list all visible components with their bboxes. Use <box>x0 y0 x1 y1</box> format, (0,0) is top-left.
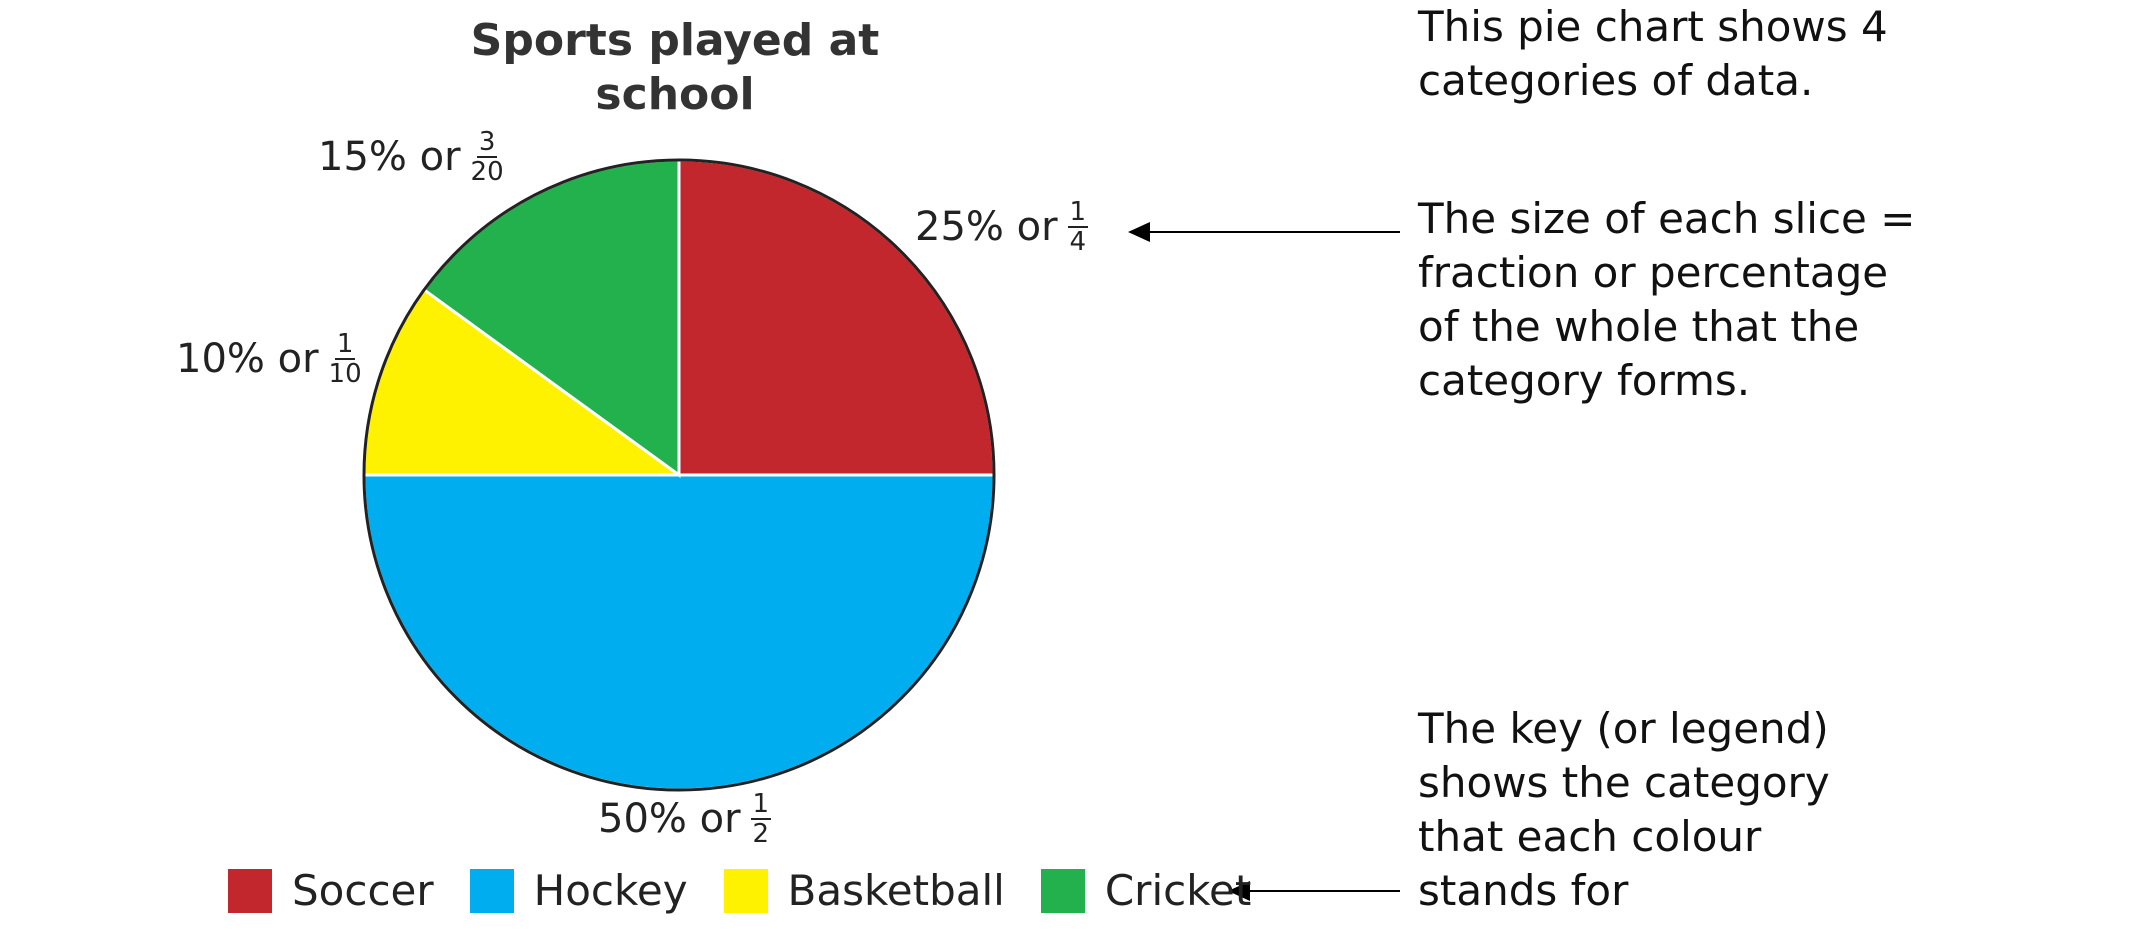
slice-label-hockey: 50% or 1 2 <box>598 789 772 849</box>
slice-label-soccer: 25% or 1 4 <box>915 197 1089 257</box>
slice-label-cricket: 15% or 3 20 <box>318 128 504 186</box>
pie-outline <box>362 158 996 792</box>
chart-title-line-1: Sports played at <box>470 15 880 66</box>
pie-slice-hockey <box>362 473 996 792</box>
slice-label-hockey-percent: 50% or <box>598 796 741 842</box>
legend-label-basketball: Basketball <box>787 866 1005 915</box>
note-slice-size: The size of each slice = fraction or per… <box>1418 194 1916 405</box>
annotation-arrows <box>1128 222 1400 901</box>
legend-swatch-hockey <box>469 868 514 913</box>
chart-legend: Soccer Hockey Basketball Cricket <box>228 866 1287 915</box>
chart-title: Sports played at school <box>440 14 910 122</box>
slice-label-soccer-percent: 25% or <box>915 204 1058 250</box>
legend-item-cricket: Cricket <box>1040 866 1252 915</box>
legend-label-cricket: Cricket <box>1104 866 1252 915</box>
slice-label-hockey-fraction: 1 2 <box>750 789 772 849</box>
slice-label-basketball-percent: 10% or <box>176 336 319 382</box>
slice-label-cricket-fraction: 3 20 <box>470 127 504 187</box>
legend-swatch-basketball <box>723 868 768 913</box>
legend-annotation-arrowhead <box>1228 881 1250 901</box>
pie-slices <box>362 158 996 792</box>
note-key: The key (or legend) shows the category t… <box>1418 704 1830 915</box>
slice-label-basketball-fraction: 1 10 <box>328 329 362 389</box>
note-categories: This pie chart shows 4 categories of dat… <box>1418 2 1888 105</box>
slice-label-cricket-percent: 15% or <box>318 134 461 180</box>
legend-label-hockey: Hockey <box>533 866 688 915</box>
legend-swatch-cricket <box>1040 868 1085 913</box>
legend-item-hockey: Hockey <box>469 866 688 915</box>
legend-swatch-soccer <box>228 868 272 913</box>
slice-label-soccer-fraction: 1 4 <box>1067 197 1089 257</box>
slice-label-basketball: 10% or 1 10 <box>176 330 362 388</box>
legend-label-soccer: Soccer <box>292 866 434 915</box>
slice-annotation-arrowhead <box>1128 222 1150 242</box>
chart-title-line-2: school <box>595 69 755 120</box>
legend-item-soccer: Soccer <box>228 866 434 915</box>
legend-item-basketball: Basketball <box>723 866 1005 915</box>
